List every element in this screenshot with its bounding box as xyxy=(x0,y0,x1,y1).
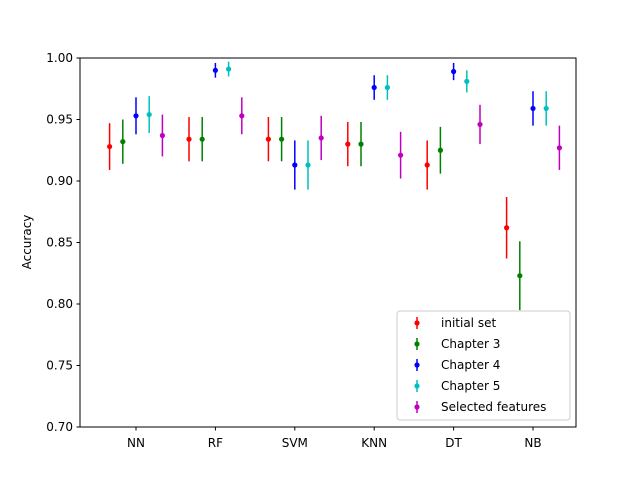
data-point xyxy=(265,136,271,142)
data-point xyxy=(107,143,113,150)
x-axis: NN RF SVM KNN DT NB xyxy=(127,427,542,450)
series-layer xyxy=(107,61,563,311)
data-point xyxy=(120,139,126,145)
data-point xyxy=(384,84,390,91)
data-point xyxy=(186,136,192,142)
x-tick-label: DT xyxy=(445,436,462,450)
data-point xyxy=(279,136,285,142)
legend-marker xyxy=(414,362,420,368)
series-chapter-5 xyxy=(146,61,549,190)
data-point xyxy=(305,162,311,168)
legend-label: Chapter 4 xyxy=(441,358,500,372)
x-tick-label: SVM xyxy=(282,436,308,450)
y-tick-label: 0.85 xyxy=(46,236,73,250)
x-tick-label: NN xyxy=(127,436,145,450)
x-tick-label: RF xyxy=(208,436,223,450)
data-point xyxy=(556,145,563,151)
legend-item: initial set xyxy=(414,316,496,330)
data-point xyxy=(464,78,470,84)
data-point xyxy=(133,113,139,119)
data-point xyxy=(212,67,218,73)
legend-item: Selected features xyxy=(414,400,546,414)
data-point xyxy=(437,147,443,153)
y-tick-label: 1.00 xyxy=(46,51,73,65)
legend: initial set Chapter 3 Chapter 4 Chapter 5 Se… xyxy=(396,310,571,421)
series-chapter-4 xyxy=(133,62,536,190)
y-tick-label: 0.75 xyxy=(46,359,73,373)
legend-item: Chapter 5 xyxy=(414,379,500,393)
data-point xyxy=(371,84,377,91)
data-point xyxy=(477,121,483,128)
data-point xyxy=(159,132,165,139)
y-axis: 0.70 0.75 0.80 0.85 0.90 0.95 1.00 xyxy=(46,51,80,434)
legend-marker xyxy=(414,320,420,326)
data-point xyxy=(517,273,523,279)
series-chapter-3 xyxy=(120,117,523,311)
data-point xyxy=(504,225,510,231)
data-point xyxy=(451,68,457,75)
data-point xyxy=(239,113,245,119)
legend-marker xyxy=(414,341,420,347)
data-point xyxy=(345,141,351,147)
data-point xyxy=(424,162,430,168)
y-tick-label: 0.90 xyxy=(46,174,73,188)
legend-label: initial set xyxy=(441,316,496,330)
legend-label: Selected features xyxy=(441,400,546,414)
series-selected-features xyxy=(159,97,563,179)
y-tick-label: 0.80 xyxy=(46,297,73,311)
legend-marker xyxy=(414,404,420,410)
legend-item: Chapter 4 xyxy=(414,358,500,372)
y-tick-label: 0.70 xyxy=(46,420,73,434)
data-point xyxy=(292,162,298,168)
data-point xyxy=(199,136,205,142)
legend-frame xyxy=(396,310,571,421)
series-initial-set xyxy=(107,117,510,259)
x-tick-label: KNN xyxy=(361,436,387,450)
data-point xyxy=(226,66,232,72)
legend-marker xyxy=(414,383,420,389)
data-point xyxy=(398,152,404,158)
data-point xyxy=(543,105,549,112)
data-point xyxy=(318,135,324,141)
y-axis-label: Accuracy xyxy=(20,215,34,270)
x-tick-label: NB xyxy=(524,436,541,450)
legend-label: Chapter 3 xyxy=(441,337,500,351)
data-point xyxy=(146,111,152,118)
data-point xyxy=(358,141,364,147)
data-point xyxy=(530,105,536,112)
legend-label: Chapter 5 xyxy=(441,379,500,393)
y-tick-label: 0.95 xyxy=(46,113,73,127)
legend-item: Chapter 3 xyxy=(414,337,500,351)
